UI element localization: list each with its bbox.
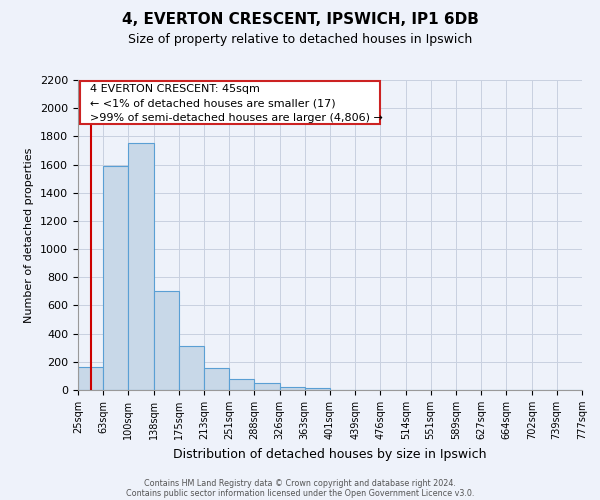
Bar <box>280 387 305 390</box>
Text: Contains public sector information licensed under the Open Government Licence v3: Contains public sector information licen… <box>126 488 474 498</box>
Bar <box>254 383 280 390</box>
FancyBboxPatch shape <box>80 80 380 124</box>
Bar <box>154 292 179 390</box>
Bar <box>204 368 229 390</box>
Bar <box>103 166 128 390</box>
Y-axis label: Number of detached properties: Number of detached properties <box>25 148 34 322</box>
X-axis label: Distribution of detached houses by size in Ipswich: Distribution of detached houses by size … <box>173 448 487 460</box>
Bar <box>179 346 204 390</box>
Text: 4 EVERTON CRESCENT: 45sqm
← <1% of detached houses are smaller (17)
>99% of semi: 4 EVERTON CRESCENT: 45sqm ← <1% of detac… <box>90 84 383 124</box>
Bar <box>229 378 254 390</box>
Bar <box>305 388 330 390</box>
Text: 4, EVERTON CRESCENT, IPSWICH, IP1 6DB: 4, EVERTON CRESCENT, IPSWICH, IP1 6DB <box>122 12 478 28</box>
Bar <box>78 368 103 390</box>
Text: Contains HM Land Registry data © Crown copyright and database right 2024.: Contains HM Land Registry data © Crown c… <box>144 478 456 488</box>
Text: Size of property relative to detached houses in Ipswich: Size of property relative to detached ho… <box>128 32 472 46</box>
Bar <box>128 144 154 390</box>
